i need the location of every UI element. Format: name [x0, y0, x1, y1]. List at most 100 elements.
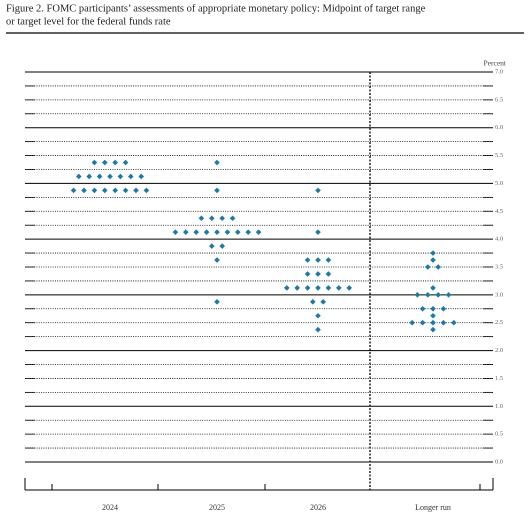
dot [430, 257, 436, 263]
dot [91, 159, 98, 166]
dot [315, 326, 321, 333]
dot [325, 271, 332, 277]
dot [229, 215, 236, 222]
dot [133, 187, 139, 194]
y-tick-label: 0.5 [495, 431, 503, 438]
dot [209, 215, 215, 222]
chart-title: Figure 2. FOMC participants’ assessments… [6, 3, 426, 14]
dot [193, 229, 199, 235]
dot [430, 305, 436, 312]
dot [203, 229, 210, 235]
dot [304, 285, 311, 291]
dot [214, 187, 220, 194]
dot [214, 229, 220, 235]
y-tick-label: 4.5 [495, 208, 503, 215]
dot [122, 187, 129, 194]
y-tick-label: 5.0 [495, 180, 503, 187]
dot [409, 319, 415, 326]
dot [430, 285, 436, 291]
y-tick-label: 2.0 [495, 347, 503, 354]
x-tick-label: 2024 [102, 503, 118, 512]
dot [96, 173, 103, 180]
y-axis-label: Percent [484, 59, 507, 68]
dot [214, 257, 220, 263]
dot [209, 243, 215, 249]
dot [304, 257, 311, 263]
dot [435, 292, 441, 298]
dot [255, 229, 262, 235]
dot [315, 187, 321, 194]
dot [315, 257, 321, 263]
dot [128, 173, 134, 180]
dot [315, 229, 321, 235]
dot [320, 299, 326, 305]
chart-title: or target level for the federal funds ra… [6, 16, 171, 27]
dot [445, 292, 452, 298]
y-tick-label: 4.0 [495, 236, 503, 243]
dot [284, 285, 290, 291]
dot [325, 285, 332, 291]
dot [346, 285, 352, 291]
dot [325, 257, 332, 263]
dot [435, 264, 441, 270]
dot [214, 299, 220, 305]
dot [81, 187, 87, 194]
x-tick-label: 2025 [209, 503, 225, 512]
dot [310, 299, 316, 305]
dot [414, 292, 421, 298]
x-tick-label: Longer run [415, 503, 451, 512]
dot [304, 271, 311, 277]
dot [86, 173, 92, 180]
dot [112, 187, 118, 194]
dot [440, 319, 447, 326]
dot [235, 229, 241, 235]
dot [112, 159, 118, 166]
dot [315, 271, 321, 277]
y-tick-label: 2.5 [495, 319, 503, 326]
dot [294, 285, 300, 291]
y-tick-label: 0.0 [495, 458, 503, 465]
dot [107, 173, 113, 180]
dot [440, 305, 447, 312]
dot [214, 159, 220, 166]
dot [138, 173, 144, 180]
dot [183, 229, 189, 235]
dot [245, 229, 251, 235]
dot [198, 215, 205, 222]
x-tick-label: 2026 [310, 503, 326, 512]
dot [76, 173, 82, 180]
dot [425, 292, 431, 298]
dot [122, 159, 129, 166]
dot [102, 187, 108, 194]
dot [219, 215, 225, 222]
y-tick-label: 3.5 [495, 263, 503, 270]
dot [430, 312, 436, 319]
y-tick-label: 5.5 [495, 152, 503, 159]
y-tick-label: 7.0 [495, 68, 503, 75]
dot [430, 319, 436, 326]
dot [219, 243, 225, 249]
y-tick-label: 6.0 [495, 124, 503, 131]
dot [430, 250, 436, 256]
dot [117, 173, 124, 180]
y-tick-label: 3.0 [495, 291, 503, 298]
dot [336, 285, 342, 291]
dot [70, 187, 77, 194]
dot [315, 285, 321, 291]
dot [143, 187, 150, 194]
dot [315, 312, 321, 319]
dot [430, 326, 436, 333]
y-tick-label: 6.5 [495, 96, 503, 103]
x-axis-ticks [24, 478, 494, 490]
dot [419, 319, 426, 326]
dot [224, 229, 231, 235]
dot [419, 305, 426, 312]
dot [425, 264, 431, 270]
dot [102, 159, 108, 166]
dot [91, 187, 98, 194]
y-tick-label: 1.5 [495, 375, 503, 382]
dot [451, 319, 457, 326]
dot [172, 229, 179, 235]
y-tick-label: 1.0 [495, 403, 503, 410]
